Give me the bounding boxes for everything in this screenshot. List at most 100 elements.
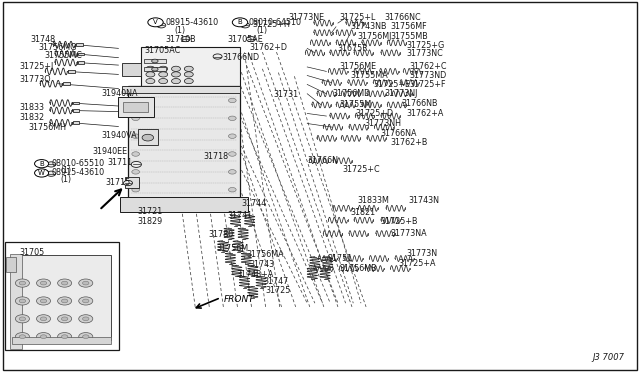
Circle shape — [83, 317, 89, 321]
Bar — [118, 97, 154, 117]
Circle shape — [61, 281, 68, 285]
Text: 31725+A: 31725+A — [398, 259, 436, 268]
Text: 31755M: 31755M — [339, 100, 371, 109]
Text: 31832: 31832 — [19, 113, 44, 122]
Circle shape — [124, 180, 132, 186]
Circle shape — [146, 66, 155, 71]
Text: 31766NB: 31766NB — [402, 99, 438, 108]
Text: 31766NA: 31766NA — [381, 129, 417, 138]
Circle shape — [228, 134, 236, 138]
Circle shape — [142, 134, 154, 141]
Text: 31725+C: 31725+C — [342, 165, 380, 174]
Circle shape — [132, 134, 140, 138]
Bar — [73, 109, 79, 112]
Circle shape — [228, 116, 236, 121]
Circle shape — [19, 299, 26, 303]
Text: 31711: 31711 — [108, 158, 132, 167]
Circle shape — [157, 23, 166, 28]
Text: 31773N: 31773N — [406, 249, 438, 258]
Circle shape — [61, 317, 68, 321]
Text: 31675R: 31675R — [338, 44, 369, 53]
Text: 31940NA: 31940NA — [101, 89, 138, 98]
Text: 31756MA: 31756MA — [246, 250, 284, 259]
Circle shape — [36, 333, 51, 341]
Bar — [78, 53, 84, 55]
Circle shape — [152, 59, 158, 63]
Text: 31833: 31833 — [19, 103, 44, 112]
Circle shape — [35, 160, 49, 168]
Circle shape — [184, 78, 193, 84]
Text: 08010-65510: 08010-65510 — [51, 159, 104, 168]
Text: 31773NA: 31773NA — [390, 229, 427, 238]
Circle shape — [61, 335, 68, 339]
Circle shape — [15, 279, 29, 287]
Text: 31718: 31718 — [204, 153, 228, 161]
Bar — [122, 63, 141, 76]
Text: 31766ND: 31766ND — [223, 53, 260, 62]
Text: 31940EE: 31940EE — [93, 147, 128, 156]
Text: 31766N: 31766N — [307, 156, 338, 165]
Bar — [122, 86, 240, 93]
Bar — [68, 70, 75, 73]
Circle shape — [47, 162, 56, 167]
Text: 31773NH: 31773NH — [365, 119, 402, 128]
Circle shape — [58, 297, 72, 305]
Bar — [144, 59, 166, 63]
Circle shape — [172, 72, 180, 77]
Circle shape — [131, 161, 141, 167]
Text: J3 7007: J3 7007 — [592, 353, 624, 362]
Text: 31743NB: 31743NB — [351, 22, 387, 31]
Text: 31756MD: 31756MD — [333, 89, 371, 98]
Circle shape — [83, 335, 89, 339]
Text: 31725+L: 31725+L — [339, 13, 376, 22]
Circle shape — [228, 152, 236, 156]
Circle shape — [40, 281, 47, 285]
Circle shape — [83, 299, 89, 303]
Bar — [141, 46, 240, 89]
Text: 31725+G: 31725+G — [406, 41, 445, 50]
Text: 31748: 31748 — [31, 35, 56, 44]
Circle shape — [19, 317, 26, 321]
Text: 31829: 31829 — [138, 217, 163, 226]
Circle shape — [36, 279, 51, 287]
Circle shape — [36, 297, 51, 305]
Text: (1): (1) — [174, 26, 185, 35]
Text: 31705AC: 31705AC — [144, 46, 180, 55]
Circle shape — [152, 67, 158, 71]
Circle shape — [181, 36, 190, 42]
Bar — [10, 254, 22, 349]
Text: (1): (1) — [61, 175, 72, 184]
Circle shape — [61, 299, 68, 303]
Circle shape — [159, 66, 168, 71]
Circle shape — [146, 72, 155, 77]
Text: 31773NC: 31773NC — [406, 49, 443, 58]
Circle shape — [146, 78, 155, 84]
Circle shape — [159, 72, 168, 77]
Circle shape — [172, 66, 180, 71]
Circle shape — [40, 299, 47, 303]
Circle shape — [228, 170, 236, 174]
Text: 31756MG: 31756MG — [38, 43, 77, 52]
Bar — [138, 129, 158, 145]
Text: 31743N: 31743N — [408, 196, 439, 205]
Text: B: B — [237, 19, 243, 25]
Text: 31773NE: 31773NE — [288, 13, 324, 22]
Circle shape — [58, 279, 72, 287]
Bar — [128, 86, 240, 201]
Text: 31710B: 31710B — [165, 35, 196, 44]
Text: 31821: 31821 — [351, 208, 376, 217]
Circle shape — [79, 315, 93, 323]
Text: 31725: 31725 — [266, 286, 291, 295]
Text: 08915-43610: 08915-43610 — [165, 18, 218, 27]
Text: 31731: 31731 — [274, 90, 299, 99]
Text: 31773Q: 31773Q — [19, 76, 51, 84]
Text: (1): (1) — [61, 166, 72, 174]
Bar — [120, 197, 248, 212]
Circle shape — [79, 279, 93, 287]
Text: V: V — [153, 19, 158, 25]
Text: 31773NJ: 31773NJ — [384, 89, 417, 98]
Text: FRONT: FRONT — [224, 295, 255, 304]
Text: 31762+D: 31762+D — [250, 43, 287, 52]
Text: 31721: 31721 — [138, 207, 163, 216]
Text: 31725+J: 31725+J — [19, 62, 54, 71]
